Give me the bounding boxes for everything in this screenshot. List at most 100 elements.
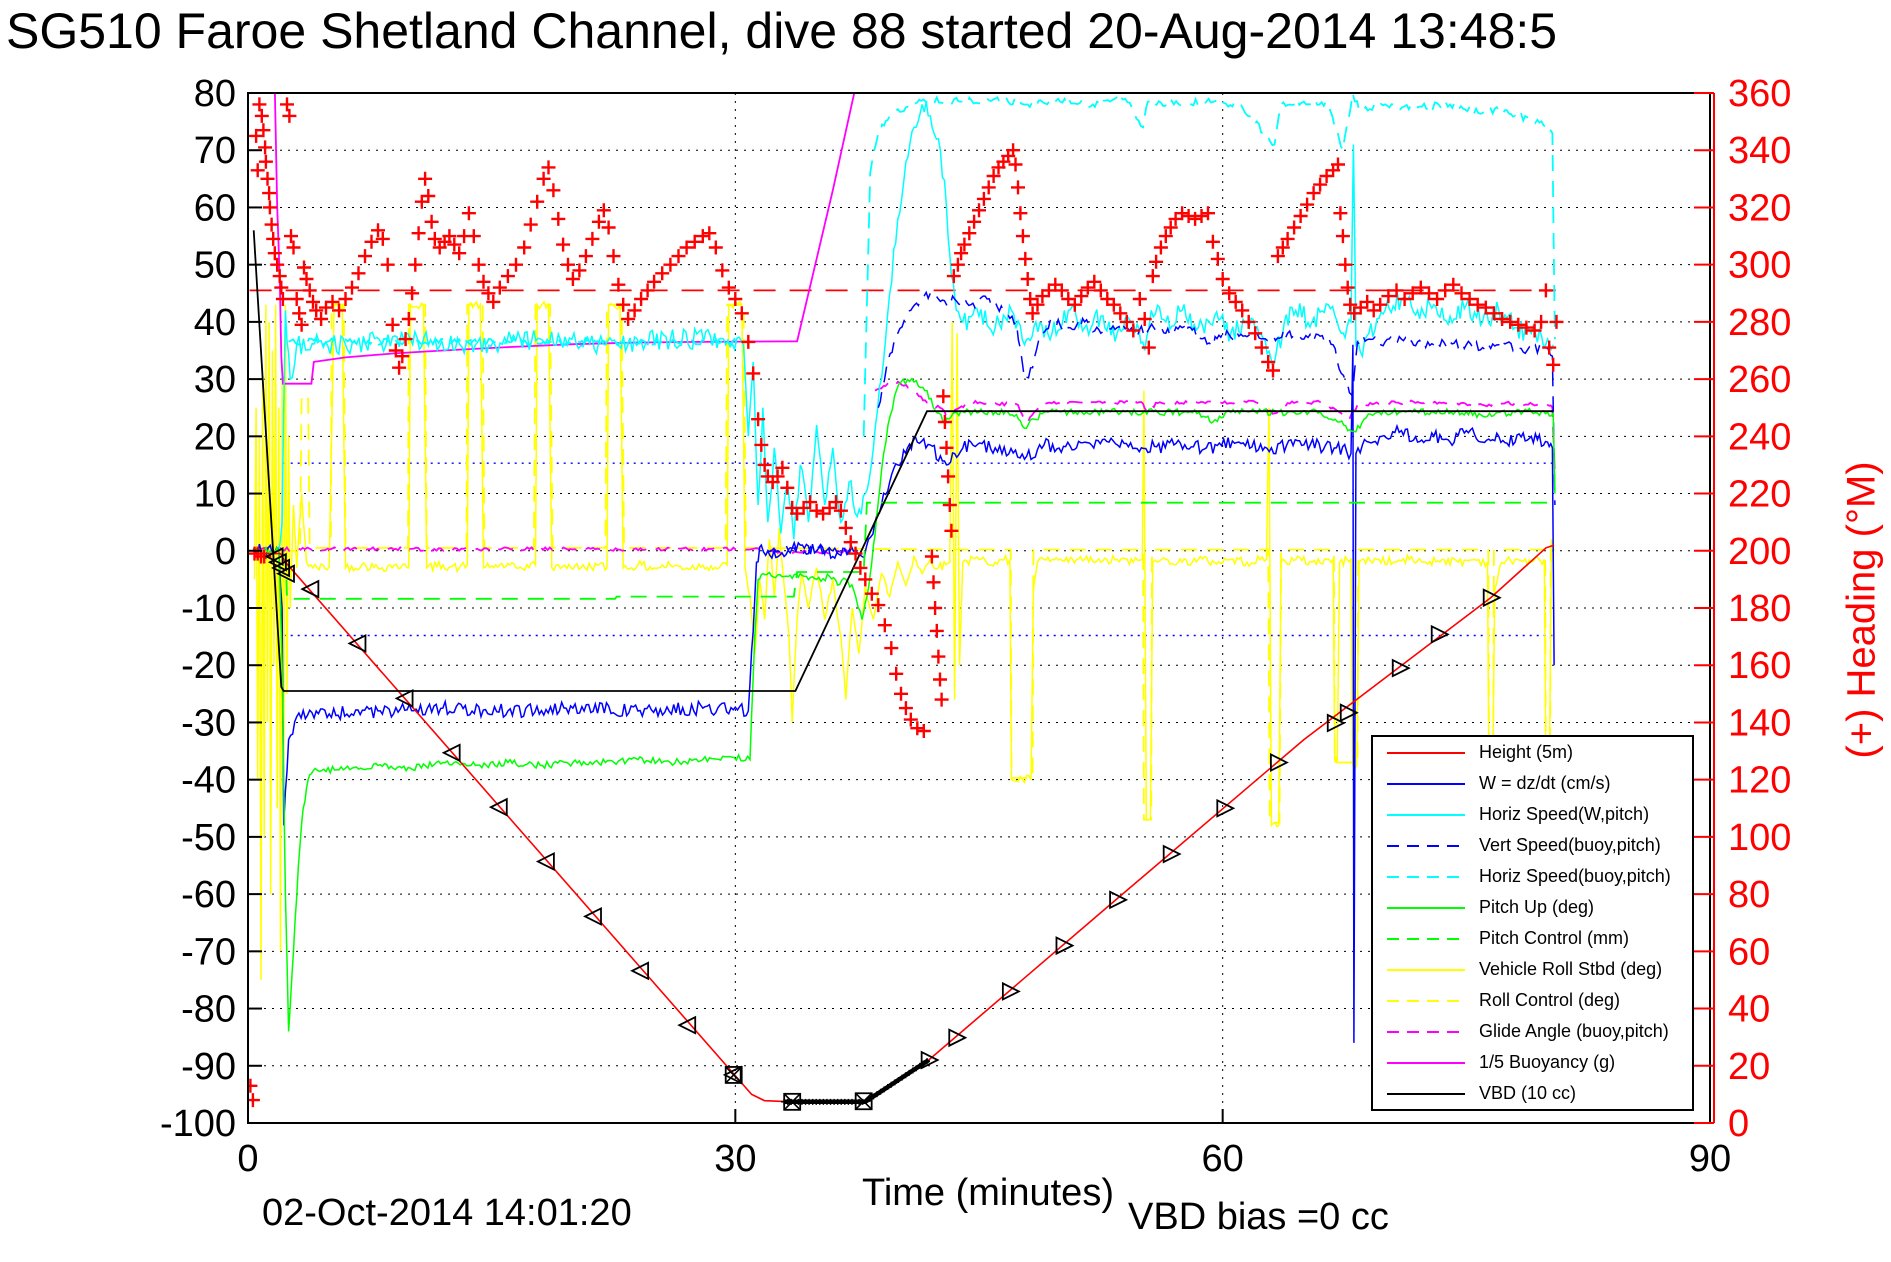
- ytick-left: -30: [181, 702, 236, 744]
- ytick-left: -40: [181, 760, 236, 802]
- legend-item-w: W = dz/dt (cm/s): [1373, 769, 1692, 798]
- legend-item-roll: Vehicle Roll Stbd (deg): [1373, 955, 1692, 984]
- series-roll_ctl: [254, 303, 1555, 824]
- xtick: 30: [714, 1138, 756, 1180]
- ytick-right: 20: [1728, 1046, 1770, 1088]
- legend-line-vert_speed: [1387, 844, 1465, 847]
- legend-label: Vert Speed(buoy,pitch): [1479, 835, 1661, 855]
- ytick-right: 360: [1728, 73, 1791, 115]
- heading-scatter: [248, 97, 1564, 1108]
- legend-item-pitch_ctl: Pitch Control (mm): [1373, 924, 1692, 953]
- ytick-right: 80: [1728, 874, 1770, 916]
- vbd-bias-label: VBD bias =0 cc: [1128, 1196, 1389, 1238]
- xtick: 60: [1202, 1138, 1244, 1180]
- ytick-right: 160: [1728, 645, 1791, 687]
- legend-label: Vehicle Roll Stbd (deg): [1479, 959, 1663, 979]
- legend-label: Pitch Control (mm): [1479, 928, 1630, 948]
- legend-item-glide: Glide Angle (buoy,pitch): [1373, 1017, 1692, 1046]
- series-horiz_w: [278, 101, 1554, 551]
- ytick-left: 50: [194, 245, 236, 287]
- tick-labels: -100-90-80-70-60-50-40-30-20-10010203040…: [160, 73, 1791, 1180]
- legend-label: Glide Angle (buoy,pitch): [1479, 1021, 1669, 1041]
- ytick-left: 70: [194, 130, 236, 172]
- legend-item-height: Height (5m): [1373, 738, 1692, 767]
- legend-line-roll_ctl: [1387, 999, 1465, 1002]
- legend-label: Height (5m): [1479, 742, 1574, 762]
- xtick: 0: [237, 1138, 258, 1180]
- chart-title: SG510 Faroe Shetland Channel, dive 88 st…: [6, 3, 1558, 59]
- legend-line-height: [1387, 751, 1465, 754]
- ytick-left: 0: [215, 531, 236, 573]
- legend-line-roll: [1387, 968, 1465, 971]
- ytick-right: 200: [1728, 531, 1791, 573]
- legend-label: Pitch Up (deg): [1479, 897, 1595, 917]
- ytick-left: -50: [181, 817, 236, 859]
- series-horiz_buoy: [862, 93, 1556, 437]
- legend-line-horiz_w: [1387, 813, 1465, 816]
- series-pitch: [252, 377, 1556, 1032]
- timestamp-label: 02-Oct-2014 14:01:20: [262, 1192, 632, 1234]
- ytick-left: -80: [181, 989, 236, 1031]
- xtick: 90: [1689, 1138, 1731, 1180]
- legend-label: 1/5 Buoyancy (g): [1479, 1052, 1616, 1072]
- series-roll: [253, 299, 1555, 980]
- ytick-right: 240: [1728, 416, 1791, 458]
- legend-item-vert_speed: Vert Speed(buoy,pitch): [1373, 831, 1692, 860]
- legend-item-pitch: Pitch Up (deg): [1373, 893, 1692, 922]
- series-vert_speed: [877, 290, 1556, 506]
- ytick-left: -60: [181, 874, 236, 916]
- ytick-right: 60: [1728, 931, 1770, 973]
- legend-label: Horiz Speed(W,pitch): [1479, 804, 1650, 824]
- ytick-right: 320: [1728, 187, 1791, 229]
- ytick-left: 40: [194, 302, 236, 344]
- ytick-left: -90: [181, 1046, 236, 1088]
- ytick-right: 100: [1728, 817, 1791, 859]
- ytick-right: 300: [1728, 245, 1791, 287]
- legend-line-buoyancy: [1387, 1061, 1465, 1064]
- ytick-left: 20: [194, 416, 236, 458]
- ytick-left: 60: [194, 187, 236, 229]
- legend-label: Roll Control (deg): [1479, 990, 1621, 1010]
- series-vbd: [252, 230, 1554, 692]
- data-series: [248, 93, 1564, 1108]
- series-pitch_ctl: [284, 501, 1555, 600]
- ytick-right: 0: [1728, 1103, 1749, 1145]
- ytick-left: 10: [194, 474, 236, 516]
- legend: Height (5m) W = dz/dt (cm/s) Horiz Speed(W…: [1371, 735, 1694, 1111]
- x-axis-label: Time (minutes): [862, 1172, 1114, 1214]
- ytick-right: 220: [1728, 474, 1791, 516]
- series-w: [252, 344, 1555, 1043]
- legend-label: VBD (10 cc): [1479, 1083, 1577, 1103]
- legend-item-roll_ctl: Roll Control (deg): [1373, 986, 1692, 1015]
- height-markers: [264, 547, 1502, 1111]
- ytick-right: 140: [1728, 702, 1791, 744]
- legend-label: Horiz Speed(buoy,pitch): [1479, 866, 1671, 886]
- ytick-right: 40: [1728, 989, 1770, 1031]
- legend-line-glide: [1387, 1030, 1465, 1033]
- legend-line-horiz_buoy: [1387, 875, 1465, 878]
- ytick-left: -20: [181, 645, 236, 687]
- legend-item-horiz_w: Horiz Speed(W,pitch): [1373, 800, 1692, 829]
- ytick-right: 280: [1728, 302, 1791, 344]
- legend-line-pitch: [1387, 906, 1465, 909]
- series-glide: [874, 380, 1556, 477]
- ytick-left: 80: [194, 73, 236, 115]
- ytick-left: -100: [160, 1103, 236, 1145]
- ytick-left: 30: [194, 359, 236, 401]
- legend-line-pitch_ctl: [1387, 937, 1465, 940]
- right-y-axis-label: (+) Heading (°M): [1839, 461, 1884, 759]
- ytick-right: 340: [1728, 130, 1791, 172]
- series-buoyancy: [274, 93, 856, 385]
- legend-item-buoyancy: 1/5 Buoyancy (g): [1373, 1048, 1692, 1077]
- legend-line-vbd: [1387, 1092, 1465, 1095]
- legend-line-w: [1387, 782, 1465, 785]
- legend-item-vbd: VBD (10 cc): [1373, 1079, 1692, 1108]
- axes: [247, 92, 1715, 1124]
- ytick-right: 180: [1728, 588, 1791, 630]
- ytick-left: -70: [181, 931, 236, 973]
- legend-item-horiz_buoy: Horiz Speed(buoy,pitch): [1373, 862, 1692, 891]
- ytick-left: -10: [181, 588, 236, 630]
- ytick-right: 120: [1728, 760, 1791, 802]
